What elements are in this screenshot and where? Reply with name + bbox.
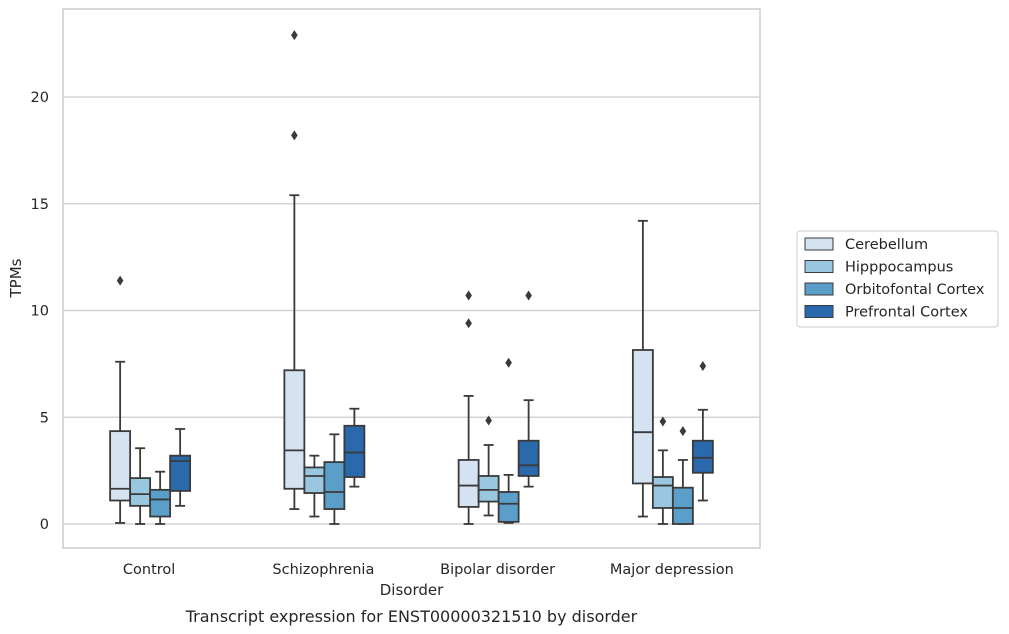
box-groups: [109, 30, 714, 525]
box-group: [497, 357, 520, 524]
box-group: [671, 426, 694, 525]
box-group: [303, 454, 326, 518]
legend: Cerebellum Hipppocampus Orbitofontal Corte…: [796, 230, 999, 328]
outlier-point: [116, 275, 124, 286]
box-group: [149, 470, 172, 525]
legend-swatch: [804, 237, 834, 251]
y-axis-title: TPMs: [7, 258, 25, 298]
outlier-point: [505, 357, 512, 368]
box: [457, 459, 480, 508]
box: [651, 476, 674, 509]
y-tick-labels: 0 5 10 15 20: [31, 90, 49, 533]
legend-label: Hipppocampus: [845, 260, 953, 276]
box-group: [477, 415, 500, 517]
box: [109, 430, 132, 502]
box-group: [109, 275, 132, 524]
box-group: [283, 30, 306, 510]
box-group: [129, 447, 152, 525]
box-group: [169, 428, 192, 507]
x-tick-label: Bipolar disorder: [440, 562, 555, 578]
outlier-point: [659, 416, 667, 427]
outlier-point: [291, 130, 298, 141]
outlier-point: [465, 318, 472, 329]
box: [517, 439, 540, 477]
legend-swatch: [804, 260, 834, 273]
box: [671, 486, 694, 525]
box: [477, 475, 500, 503]
x-tick-label: Major depression: [610, 562, 734, 578]
box: [497, 491, 520, 523]
legend-frame: [796, 230, 999, 328]
box: [631, 349, 654, 485]
box-group: [517, 290, 540, 488]
outlier-point: [485, 415, 492, 426]
legend-label: Prefrontal Cortex: [845, 305, 968, 321]
y-tick-label: 0: [40, 517, 49, 533]
y-tick-label: 15: [31, 197, 49, 213]
box-group: [691, 361, 714, 502]
box: [129, 477, 152, 507]
box: [691, 439, 714, 474]
x-tick-label: Control: [123, 562, 175, 578]
legend-swatch: [804, 305, 834, 318]
box-group: [457, 290, 480, 525]
outlier-point: [291, 30, 298, 41]
y-tick-label: 10: [31, 304, 49, 320]
legend-label: Cerebellum: [845, 237, 928, 253]
box-group: [323, 433, 346, 525]
x-axis-title: Disorder: [380, 581, 444, 599]
x-tick-label: Schizophrenia: [272, 562, 374, 578]
outlier-point: [465, 290, 472, 301]
legend-swatch: [804, 282, 834, 296]
box: [323, 461, 346, 510]
box: [343, 424, 366, 478]
box: [149, 488, 172, 518]
box: [303, 466, 326, 494]
box: [169, 454, 192, 492]
box-group: [631, 219, 654, 518]
grid-lines: [63, 96, 760, 525]
outlier-point: [679, 426, 687, 437]
box-group: [343, 407, 366, 488]
y-tick-label: 20: [31, 90, 49, 106]
plot-frame: [62, 8, 761, 549]
y-tick-label: 5: [40, 410, 49, 426]
outlier-point: [525, 290, 532, 301]
box: [283, 369, 306, 490]
legend-label: Orbitofontal Cortex: [845, 282, 985, 298]
box-group: [651, 416, 674, 525]
outlier-point: [699, 361, 707, 372]
chart-caption: Transcript expression for ENST0000032151…: [185, 607, 638, 626]
x-tick-labels: Control Schizophrenia Bipolar disorder Majo…: [123, 562, 734, 578]
